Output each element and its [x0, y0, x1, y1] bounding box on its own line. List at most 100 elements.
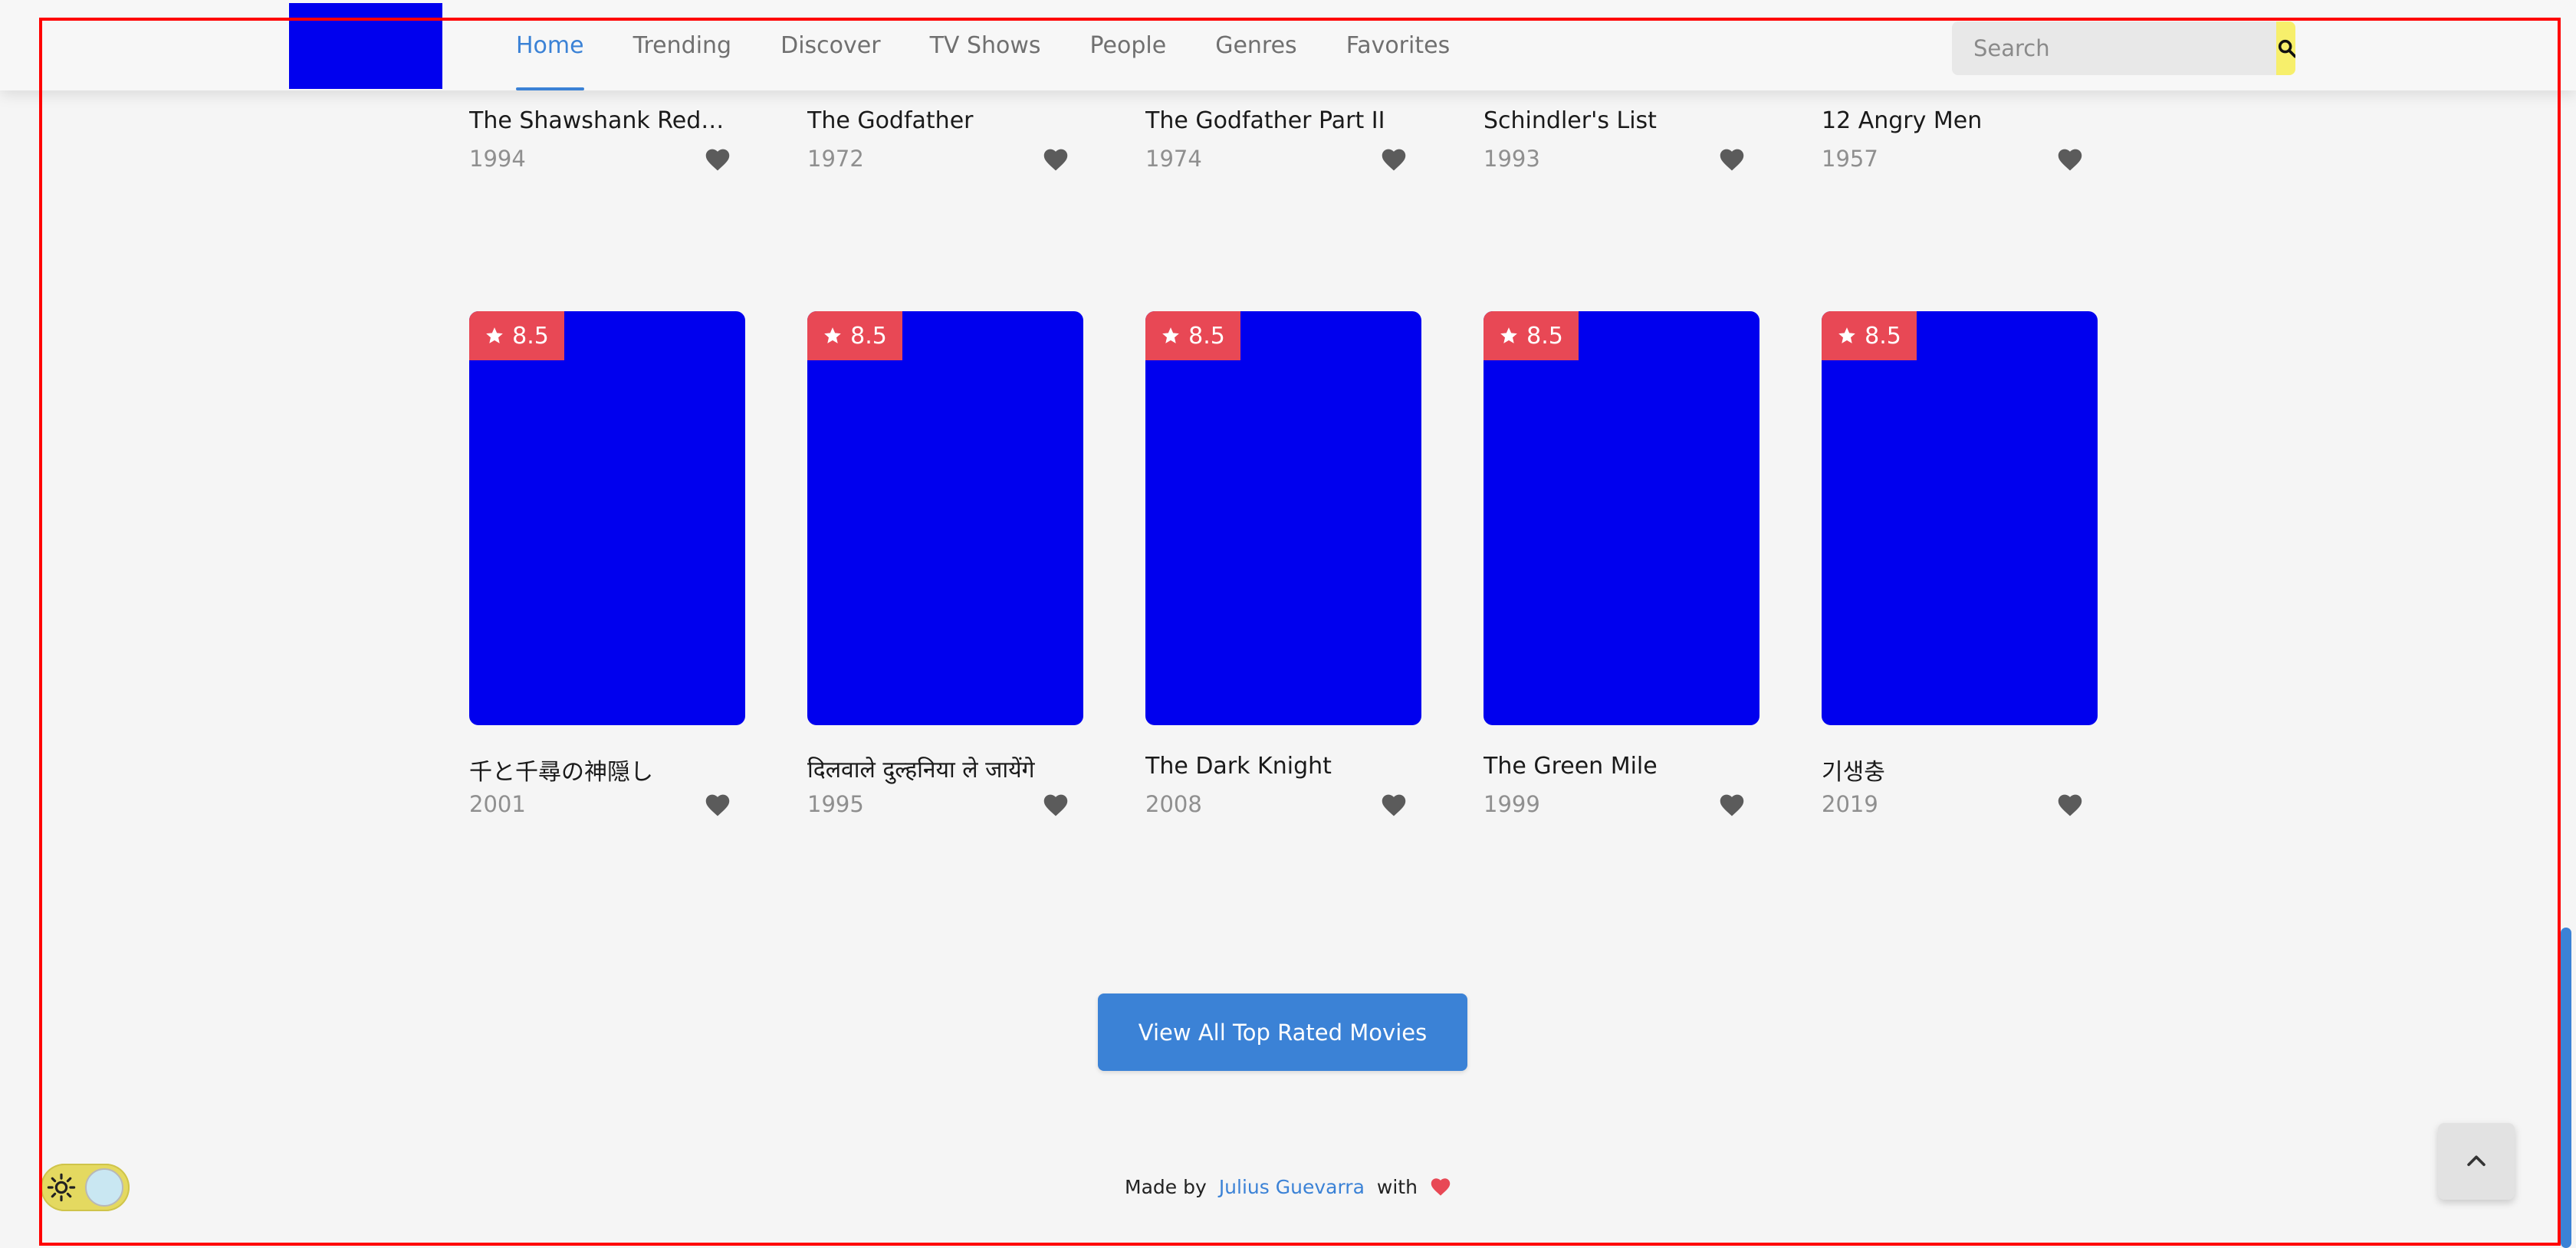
movie-title[interactable]: The Godfather: [807, 107, 974, 134]
movie-title[interactable]: The Dark Knight: [1145, 753, 1332, 780]
movie-card[interactable]: The Shawshank Redem… 1994: [469, 90, 745, 175]
movie-card[interactable]: The Godfather 1972: [807, 90, 1083, 175]
nav-discover[interactable]: Discover: [780, 31, 881, 59]
movie-title[interactable]: 기생충: [1822, 759, 1885, 786]
search-icon: [2278, 39, 2295, 58]
heart-icon: [1382, 149, 1406, 171]
search-bar: [1952, 21, 2295, 75]
rating-value: 8.5: [1526, 322, 1563, 350]
movie-poster[interactable]: 8.5: [1145, 311, 1421, 725]
star-icon: [1162, 327, 1179, 343]
movie-poster[interactable]: 8.5: [807, 311, 1083, 725]
heart-icon: [2058, 149, 2082, 171]
movie-title[interactable]: 12 Angry Men: [1822, 107, 1983, 134]
nav-home[interactable]: Home: [516, 0, 584, 90]
navbar: Home Trending Discover TV Shows People G…: [0, 0, 2576, 90]
favorite-button[interactable]: [1040, 790, 1071, 820]
heart-icon: [705, 149, 730, 171]
star-icon: [1838, 327, 1855, 343]
rating-value: 8.5: [850, 322, 887, 350]
movie-title[interactable]: The Shawshank Redem…: [469, 107, 738, 134]
movie-year: 1999: [1484, 791, 1540, 817]
card-info: 기생충 2019: [1822, 725, 2098, 817]
movie-year: 1972: [807, 146, 864, 172]
movie-row-bottom: 8.5 千と千尋の神隠し 2001 8.5 दिलवाले दुल्हनिया …: [469, 311, 2098, 817]
heart-icon: [1043, 794, 1068, 816]
movie-title[interactable]: दिलवाले दुल्हनिया ले जायेंगे: [807, 757, 1035, 783]
nav-tv-shows[interactable]: TV Shows: [929, 31, 1041, 59]
movie-year: 1995: [807, 791, 864, 817]
favorite-button[interactable]: [2055, 144, 2085, 175]
theme-toggle[interactable]: [41, 1164, 130, 1211]
star-icon: [486, 327, 503, 343]
movie-year: 2019: [1822, 791, 1878, 817]
main-nav: Home Trending Discover TV Shows People G…: [516, 0, 1499, 90]
rating-value: 8.5: [1865, 322, 1901, 350]
view-all-top-rated-button[interactable]: View All Top Rated Movies: [1098, 993, 1467, 1071]
rating-badge: 8.5: [1484, 311, 1579, 360]
movie-title[interactable]: The Green Mile: [1484, 753, 1658, 780]
author-link[interactable]: Julius Guevarra: [1218, 1175, 1365, 1198]
card-info: Schindler's List 1993: [1484, 90, 1760, 175]
movie-card[interactable]: 8.5 दिलवाले दुल्हनिया ले जायेंगे 1995: [807, 311, 1083, 817]
movie-year: 2008: [1145, 791, 1202, 817]
movie-year: 1994: [469, 146, 526, 172]
search-input[interactable]: [1952, 21, 2276, 75]
movie-year: 1993: [1484, 146, 1540, 172]
heart-icon: [1431, 1178, 1451, 1196]
scroll-to-top-button[interactable]: [2438, 1123, 2515, 1200]
favorite-button[interactable]: [1040, 144, 1071, 175]
nav-genres[interactable]: Genres: [1215, 31, 1297, 59]
card-info: The Godfather 1972: [807, 90, 1083, 175]
star-icon: [824, 327, 841, 343]
favorite-button[interactable]: [1717, 790, 1747, 820]
card-info: 12 Angry Men 1957: [1822, 90, 2098, 175]
movie-poster[interactable]: 8.5: [469, 311, 745, 725]
page-scrollbar[interactable]: [2561, 928, 2571, 1248]
movie-card[interactable]: 12 Angry Men 1957: [1822, 90, 2098, 175]
footer-made-by: Made by: [1125, 1175, 1207, 1198]
card-info: 千と千尋の神隠し 2001: [469, 725, 745, 817]
favorite-button[interactable]: [702, 144, 733, 175]
rating-badge: 8.5: [469, 311, 564, 360]
nav-trending[interactable]: Trending: [632, 31, 732, 59]
movie-card[interactable]: The Godfather Part II 1974: [1145, 90, 1421, 175]
movie-title[interactable]: The Godfather Part II: [1145, 107, 1385, 134]
movie-card[interactable]: 8.5 千と千尋の神隠し 2001: [469, 311, 745, 817]
favorite-button[interactable]: [2055, 790, 2085, 820]
heart-icon: [2058, 794, 2082, 816]
footer: Made by Julius Guevarra with: [0, 1171, 2576, 1202]
rating-badge: 8.5: [1145, 311, 1240, 360]
heart-icon: [1720, 794, 1744, 816]
card-info: The Dark Knight 2008: [1145, 725, 1421, 817]
toggle-knob: [85, 1168, 123, 1207]
search-button[interactable]: [2276, 21, 2295, 75]
card-info: The Shawshank Redem… 1994: [469, 90, 745, 175]
movie-year: 1974: [1145, 146, 1202, 172]
movie-card[interactable]: 8.5 기생충 2019: [1822, 311, 2098, 817]
movie-poster[interactable]: 8.5: [1484, 311, 1760, 725]
movie-card[interactable]: Schindler's List 1993: [1484, 90, 1760, 175]
nav-favorites[interactable]: Favorites: [1346, 31, 1451, 59]
movie-card[interactable]: 8.5 The Green Mile 1999: [1484, 311, 1760, 817]
heart-icon: [1720, 149, 1744, 171]
movie-poster[interactable]: 8.5: [1822, 311, 2098, 725]
favorite-button[interactable]: [1717, 144, 1747, 175]
rating-value: 8.5: [1188, 322, 1225, 350]
favorite-button[interactable]: [1378, 144, 1409, 175]
star-icon: [1500, 327, 1517, 343]
sun-icon: [47, 1173, 76, 1202]
heart-icon: [1382, 794, 1406, 816]
movie-title[interactable]: 千と千尋の神隠し: [469, 759, 653, 786]
chevron-up-icon: [2467, 1155, 2486, 1167]
rating-value: 8.5: [512, 322, 549, 350]
favorite-button[interactable]: [702, 790, 733, 820]
movie-row-top: The Shawshank Redem… 1994 The Godfather …: [469, 90, 2098, 175]
favorite-button[interactable]: [1378, 790, 1409, 820]
card-info: The Godfather Part II 1974: [1145, 90, 1421, 175]
logo[interactable]: [289, 3, 442, 89]
movie-card[interactable]: 8.5 The Dark Knight 2008: [1145, 311, 1421, 817]
card-info: The Green Mile 1999: [1484, 725, 1760, 817]
nav-people[interactable]: People: [1089, 31, 1167, 59]
movie-title[interactable]: Schindler's List: [1484, 107, 1657, 134]
